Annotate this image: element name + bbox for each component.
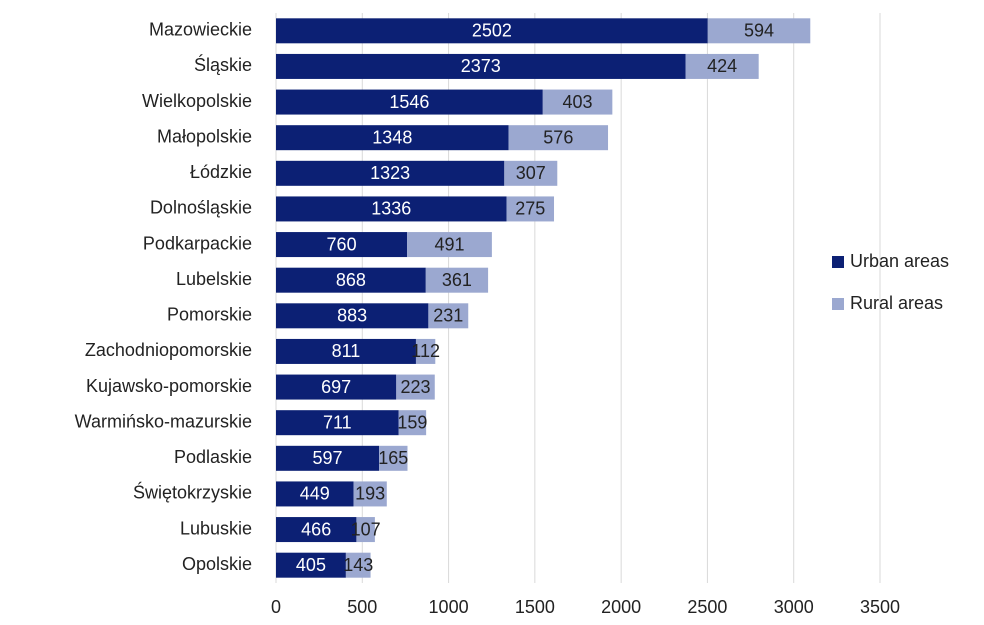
bar-segment [356, 517, 375, 543]
legend-label: Rural areas [850, 293, 943, 313]
data-label: 1348 [372, 127, 412, 147]
data-label: 112 [411, 341, 440, 361]
data-label: 193 [355, 484, 385, 504]
bar-segment [276, 196, 507, 222]
data-label: 275 [515, 199, 545, 219]
bar-segment [504, 160, 558, 186]
data-label: 424 [707, 56, 737, 76]
bar-segment [379, 445, 408, 471]
data-label: 597 [312, 448, 342, 468]
bar-segment [276, 374, 397, 400]
x-tick-label: 1500 [515, 597, 555, 617]
y-tick-label: Pomorskie [167, 305, 252, 325]
y-tick-label: Mazowieckie [149, 20, 252, 40]
y-tick-label: Łódzkie [190, 162, 252, 182]
data-label: 159 [397, 412, 427, 432]
data-label: 868 [336, 270, 366, 290]
data-label: 576 [543, 127, 573, 147]
data-label: 760 [327, 234, 357, 254]
legend-label: Urban areas [850, 251, 949, 271]
data-label: 449 [300, 484, 330, 504]
bar-segment [428, 303, 469, 329]
y-tick-label: Lubelskie [176, 269, 252, 289]
bar-segment [276, 18, 708, 44]
data-label: 1323 [370, 163, 410, 183]
y-tick-label: Lubuskie [180, 518, 252, 538]
data-label: 231 [433, 306, 463, 326]
bar-segment [353, 481, 387, 507]
y-tick-label: Warmińsko-mazurskie [75, 411, 252, 431]
data-label: 307 [516, 163, 546, 183]
bar-segment [276, 160, 505, 186]
y-tick-label: Podlaskie [174, 447, 252, 467]
bar-segment [276, 552, 346, 578]
bar-segment [276, 232, 408, 258]
bar-segment [506, 196, 555, 222]
bar-segment [276, 53, 686, 79]
bar-segment [276, 445, 380, 471]
bar-segment [425, 267, 489, 293]
x-tick-label: 500 [347, 597, 377, 617]
data-label: 107 [351, 519, 381, 539]
bar-segment [276, 517, 357, 543]
data-label: 811 [332, 341, 361, 361]
y-tick-label: Opolskie [182, 554, 252, 574]
bar-segment [276, 338, 416, 364]
y-tick-label: Małopolskie [157, 126, 252, 146]
data-label: 143 [343, 555, 373, 575]
data-label: 491 [434, 234, 464, 254]
bar-segment [415, 338, 436, 364]
data-label: 1546 [389, 92, 429, 112]
legend-swatch [832, 298, 844, 310]
data-label: 2502 [472, 21, 512, 41]
bar-segment [276, 303, 429, 329]
x-tick-label: 3500 [860, 597, 900, 617]
bar-segment [276, 410, 399, 436]
x-tick-label: 2000 [601, 597, 641, 617]
data-label: 403 [563, 92, 593, 112]
bar-segment [276, 125, 509, 151]
bar-segment [276, 267, 426, 293]
bar-segment [345, 552, 371, 578]
y-tick-label: Podkarpackie [143, 233, 252, 253]
x-tick-label: 1000 [429, 597, 469, 617]
x-tick-label: 2500 [687, 597, 727, 617]
x-tick-label: 3000 [774, 597, 814, 617]
y-tick-label: Zachodniopomorskie [85, 340, 252, 360]
y-tick-label: Świętokrzyskie [133, 482, 252, 503]
bar-segment [276, 481, 354, 507]
data-label: 2373 [461, 56, 501, 76]
bar-segment [707, 18, 811, 44]
x-tick-label: 0 [271, 597, 281, 617]
bar-segment [398, 410, 427, 436]
bar-segment [542, 89, 613, 115]
data-label: 405 [296, 555, 326, 575]
data-label: 697 [321, 377, 351, 397]
bar-segment [407, 232, 492, 258]
data-label: 223 [401, 377, 431, 397]
y-tick-label: Wielkopolskie [142, 91, 252, 111]
bar-segment [276, 89, 543, 115]
data-label: 466 [301, 519, 331, 539]
y-tick-label: Dolnośląskie [150, 198, 252, 218]
data-label: 883 [337, 306, 367, 326]
data-label: 711 [323, 412, 352, 432]
bar-segment [685, 53, 759, 79]
y-tick-label: Śląskie [194, 54, 252, 75]
bar-segment [396, 374, 435, 400]
data-label: 1336 [371, 199, 411, 219]
y-tick-label: Kujawsko-pomorskie [86, 376, 252, 396]
bar-segment [508, 125, 609, 151]
legend-swatch [832, 256, 844, 268]
data-label: 165 [378, 448, 408, 468]
data-label: 594 [744, 21, 774, 41]
data-label: 361 [442, 270, 472, 290]
